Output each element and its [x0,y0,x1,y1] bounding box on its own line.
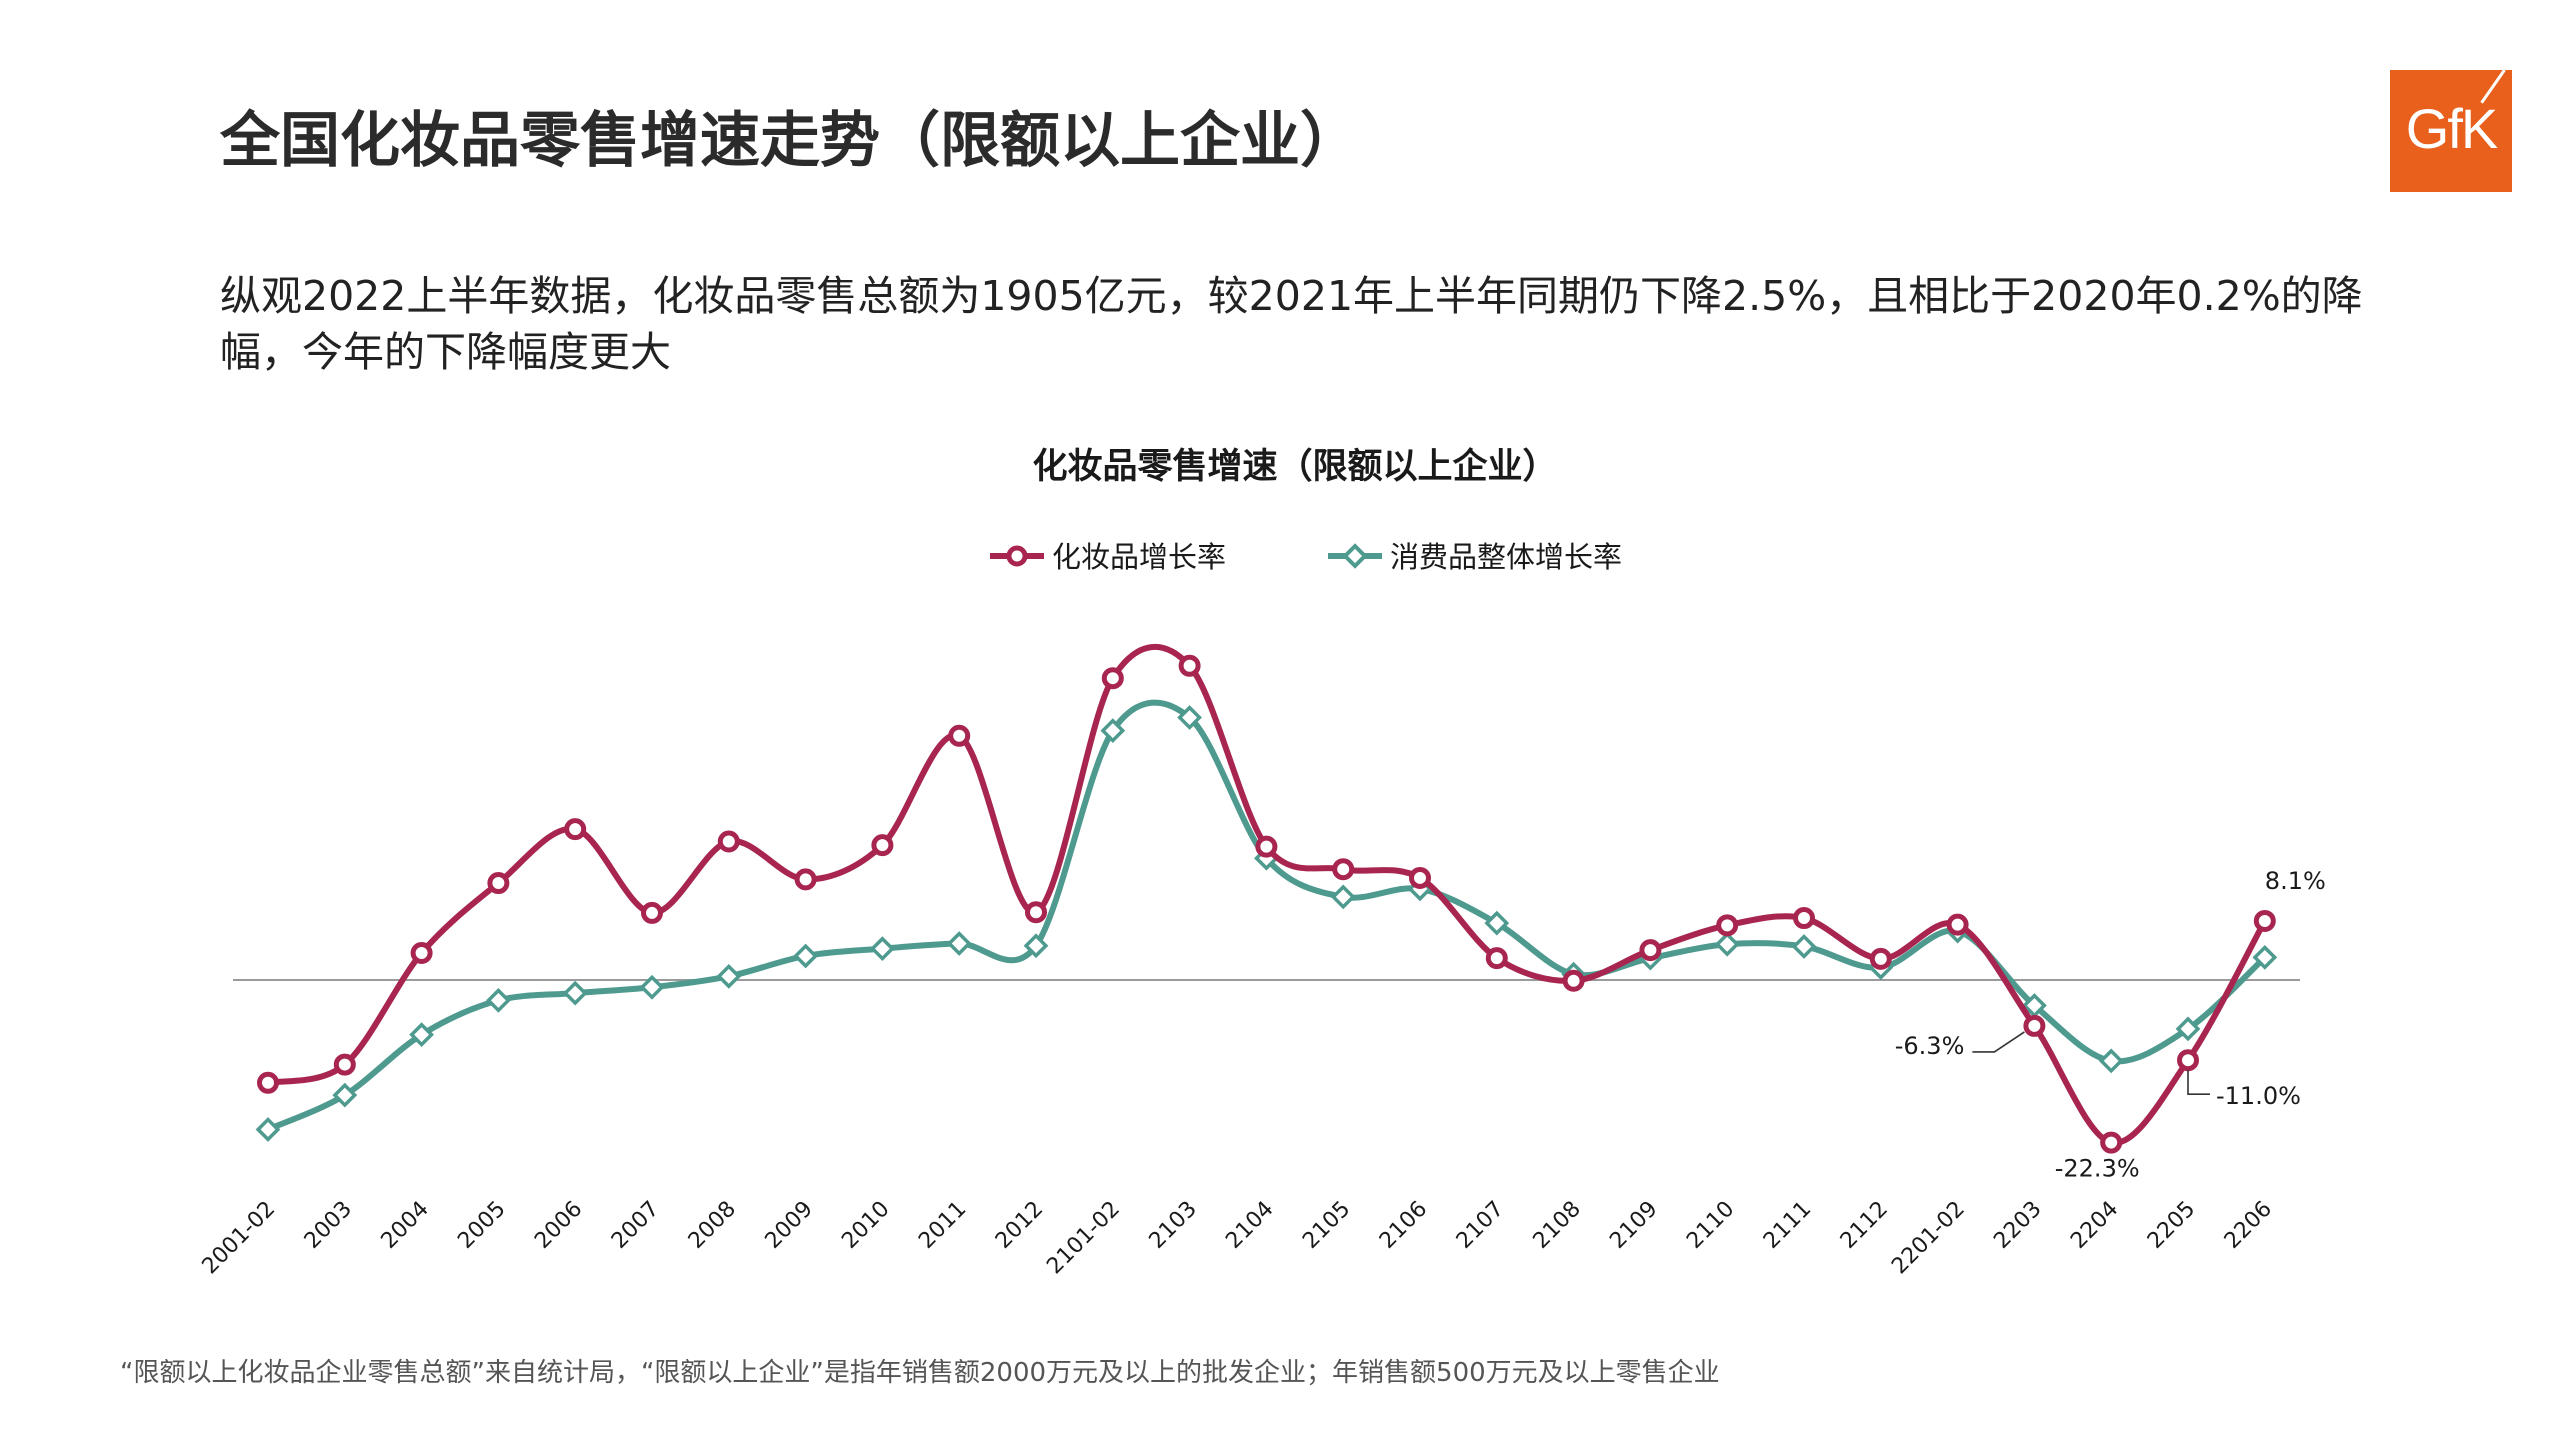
x-tick-label: 2112 [1836,1197,1893,1254]
series-layer [255,643,2278,1154]
data-label-leader [2187,1070,2210,1095]
series-line-consumer [266,699,2267,1133]
x-tick-label: 2101-02 [1042,1197,1125,1280]
point-cosmetics [333,1053,356,1076]
x-axis-ticks: 2001-02 2003 2004 2005 2006 2007 2008 2009 2010 2… [198,1197,2277,1280]
point-cosmetics [1178,654,1201,677]
data-labels: -6.3% -22.3% -11.0% 8.1% [1895,867,2326,1183]
point-consumer [1177,705,1202,730]
point-cosmetics [1946,913,1969,936]
x-tick-label: 2206 [2220,1197,2277,1254]
x-tick-label: 2106 [1375,1197,1432,1254]
point-cosmetics [1562,969,1585,992]
series-line-cosmetics [267,643,2268,1146]
x-tick-label: 2004 [377,1197,434,1254]
point-consumer [255,1117,281,1142]
point-cosmetics [871,834,894,857]
point-consumer [1714,931,1740,957]
page-title: 全国化妆品零售增速走势（限额以上企业） [220,106,1360,176]
x-tick-label: 2104 [1221,1197,1278,1254]
point-cosmetics [794,868,817,891]
point-consumer [1330,884,1356,910]
point-consumer [793,943,818,969]
point-consumer [409,1022,434,1048]
footnote: “限额以上化妆品企业零售总额”来自统计局，“限额以上企业”是指年销售额2000万… [120,1358,1720,1388]
point-cosmetics [1025,901,1047,924]
point-cosmetics [257,1071,279,1094]
legend-label-1: 消费品整体增长率 [1390,540,1622,574]
x-tick-label: 2003 [300,1197,357,1254]
data-label: 8.1% [2265,867,2326,895]
chart-legend: 化妆品增长率 消费品整体增长率 [990,540,1622,574]
x-tick-label: 2105 [1298,1197,1355,1254]
chart-title: 化妆品零售增速（限额以上企业） [1032,446,1557,487]
legend-label-0: 化妆品增长率 [1052,540,1226,574]
point-cosmetics [2023,1014,2046,1037]
point-consumer [2175,1016,2201,1042]
point-consumer [946,931,972,956]
point-cosmetics [487,872,510,895]
point-consumer [2098,1048,2124,1074]
point-cosmetics [564,818,587,841]
x-tick-label: 2111 [1759,1197,1816,1254]
x-tick-label: 2001-02 [198,1197,281,1280]
x-tick-label: 2008 [684,1197,741,1254]
point-cosmetics [410,942,433,965]
point-cosmetics [1869,947,1892,970]
data-label: -6.3% [1895,1032,1965,1060]
point-cosmetics [1485,947,1508,970]
gfk-logo: GfK [2390,69,2512,192]
point-consumer [486,988,511,1013]
legend-marker-1 [1342,543,1368,569]
point-cosmetics [1716,914,1739,937]
summary-text: 纵观2022上半年数据，化妆品零售总额为1905亿元，较2021年上半年同期仍下… [220,272,2363,376]
point-consumer [2022,993,2047,1018]
point-cosmetics [1793,907,1815,930]
data-label: -22.3% [2055,1155,2140,1183]
x-tick-label: 2203 [1989,1197,2046,1254]
data-label: -11.0% [2216,1082,2301,1110]
x-tick-label: 2109 [1605,1197,1662,1254]
point-consumer [1791,934,1817,959]
point-cosmetics [2100,1131,2123,1154]
point-consumer [870,936,895,962]
x-tick-label: 2108 [1529,1197,1586,1254]
x-tick-label: 2005 [453,1197,510,1254]
point-cosmetics [641,901,663,924]
point-consumer [716,963,742,989]
x-tick-label: 2007 [607,1197,664,1254]
point-cosmetics [717,830,740,853]
point-cosmetics [1255,835,1278,858]
x-tick-label: 2201-02 [1887,1197,1970,1280]
point-consumer [1484,910,1510,936]
logo-text: GfK [2405,97,2498,160]
point-consumer [2252,945,2278,970]
x-tick-label: 2011 [914,1197,971,1254]
x-tick-label: 2204 [2066,1197,2123,1254]
point-cosmetics [1332,858,1355,881]
x-tick-label: 2012 [991,1197,1048,1254]
x-tick-label: 2103 [1145,1197,1202,1254]
point-cosmetics [2253,909,2276,932]
point-cosmetics [1101,667,1124,690]
data-label-leader [1972,1031,2025,1053]
x-tick-label: 2107 [1452,1197,1509,1254]
point-consumer [1100,718,1126,744]
point-cosmetics [948,724,971,747]
x-tick-label: 2006 [530,1197,587,1254]
x-tick-label: 2205 [2143,1197,2200,1254]
point-consumer [562,980,588,1006]
x-tick-label: 2110 [1682,1197,1739,1254]
point-consumer [1023,933,1049,959]
legend-marker-0 [1006,545,1028,567]
x-tick-label: 2009 [761,1197,818,1254]
x-tick-label: 2010 [837,1197,894,1254]
point-cosmetics [1409,866,1431,889]
point-consumer [639,974,665,1000]
point-consumer [332,1082,358,1108]
point-cosmetics [2177,1049,2199,1072]
point-cosmetics [1639,939,1662,962]
